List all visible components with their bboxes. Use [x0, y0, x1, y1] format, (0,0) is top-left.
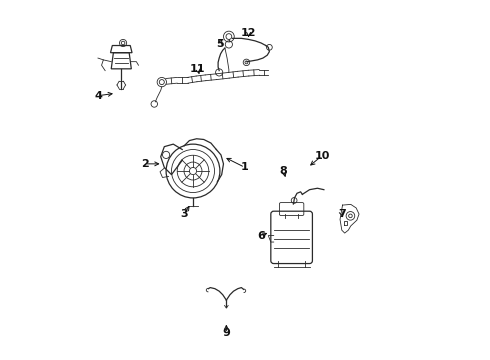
Text: 8: 8 [280, 166, 288, 176]
Text: 11: 11 [190, 64, 205, 74]
Text: 6: 6 [257, 231, 265, 240]
Text: 1: 1 [241, 162, 249, 172]
Text: 7: 7 [338, 209, 346, 219]
Text: 10: 10 [315, 150, 330, 161]
Text: 3: 3 [180, 209, 188, 219]
Text: 4: 4 [94, 91, 102, 101]
Text: 12: 12 [241, 28, 256, 38]
Text: 9: 9 [222, 328, 230, 338]
Text: 2: 2 [141, 159, 148, 169]
Text: 5: 5 [216, 39, 224, 49]
